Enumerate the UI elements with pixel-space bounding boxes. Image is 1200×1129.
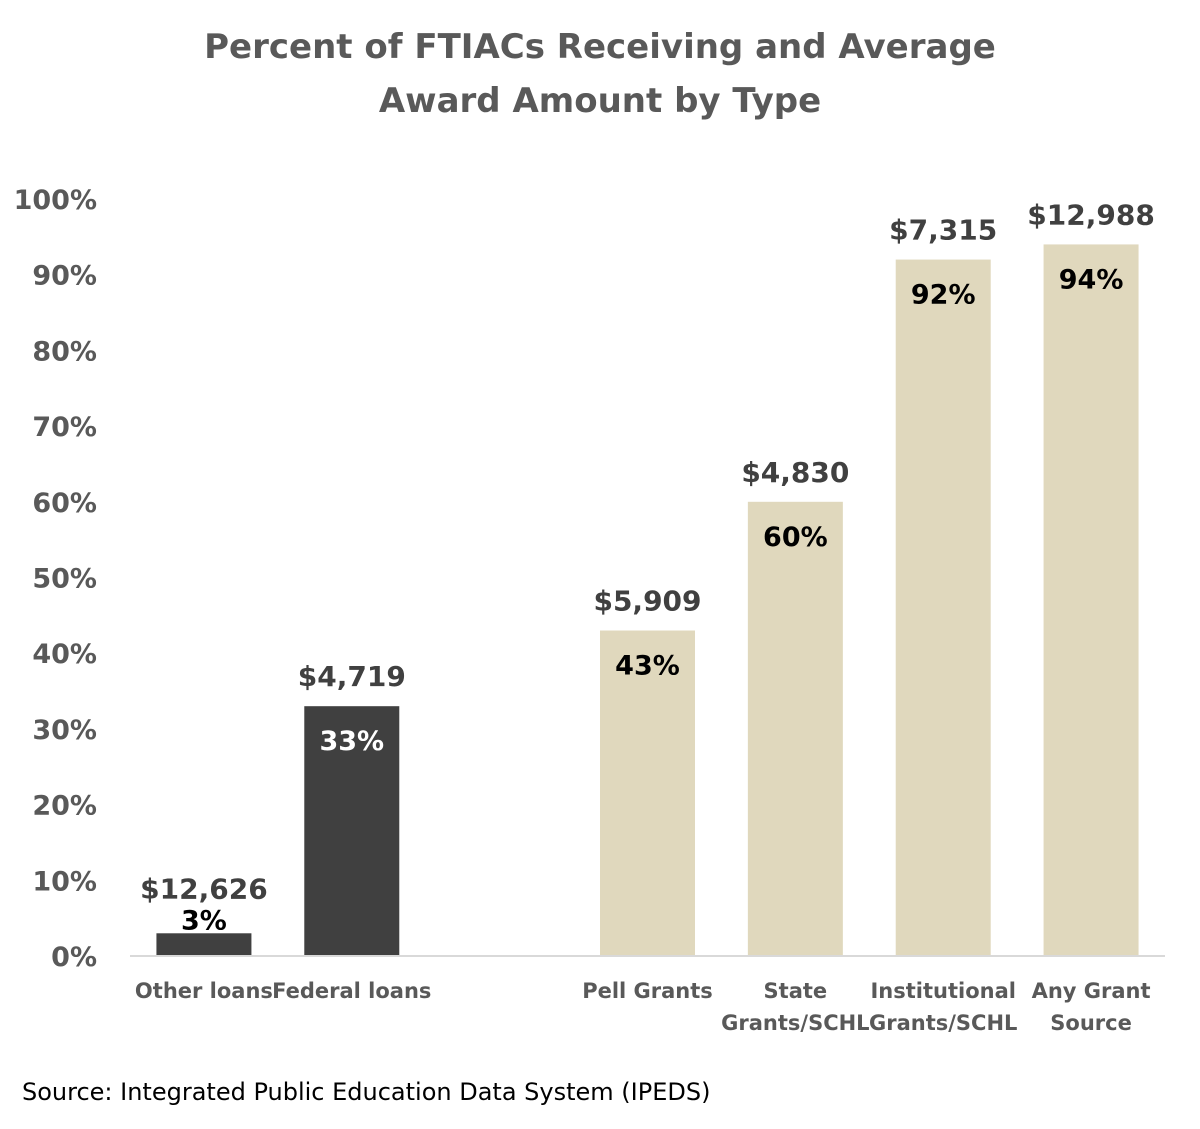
y-tick-label: 50% xyxy=(32,564,97,595)
x-category-label: Grants/SCHL xyxy=(721,1011,869,1035)
bar-amount-label: $5,909 xyxy=(593,584,701,617)
y-tick-label: 0% xyxy=(51,942,97,973)
bar-value-label: 92% xyxy=(911,280,976,311)
chart-title-line-1: Percent of FTIACs Receiving and Average xyxy=(204,27,996,67)
y-tick-label: 20% xyxy=(32,791,97,822)
x-category-label: Any Grant xyxy=(1032,979,1151,1003)
y-tick-label: 40% xyxy=(32,639,97,670)
bar-value-label: 60% xyxy=(763,522,828,553)
chart-title-line-2: Award Amount by Type xyxy=(379,81,821,121)
bar-value-label: 94% xyxy=(1059,264,1124,295)
x-category-label: Source xyxy=(1050,1011,1132,1035)
bar-amount-label: $7,315 xyxy=(889,214,997,247)
y-tick-label: 60% xyxy=(32,488,97,519)
x-category-label: State xyxy=(764,979,828,1003)
bar xyxy=(895,259,991,956)
x-category-label: Federal loans xyxy=(272,979,431,1003)
bar-amount-label: $4,719 xyxy=(298,660,406,693)
y-tick-label: 100% xyxy=(14,185,97,216)
source-note: Source: Integrated Public Education Data… xyxy=(22,1078,710,1106)
bar-amount-label: $12,626 xyxy=(140,872,268,905)
bar xyxy=(600,630,695,956)
bar-value-label: 33% xyxy=(319,726,384,757)
y-tick-label: 80% xyxy=(32,336,97,367)
bar xyxy=(304,706,400,956)
bar xyxy=(1043,244,1139,957)
bar xyxy=(156,933,252,956)
x-category-label: Pell Grants xyxy=(582,979,713,1003)
y-tick-label: 30% xyxy=(32,715,97,746)
y-tick-label: 10% xyxy=(32,866,97,897)
y-tick-label: 90% xyxy=(32,261,97,292)
y-tick-label: 70% xyxy=(32,412,97,443)
bar-amount-label: $12,988 xyxy=(1027,198,1155,231)
bar-value-label: 43% xyxy=(615,650,680,681)
bar-amount-label: $4,830 xyxy=(741,456,849,489)
x-category-label: Institutional xyxy=(870,979,1015,1003)
x-category-label: Grants/SCHL xyxy=(869,1011,1017,1035)
bar xyxy=(747,501,843,956)
x-category-label: Other loans xyxy=(135,979,273,1003)
bar-value-label: 3% xyxy=(181,905,227,936)
